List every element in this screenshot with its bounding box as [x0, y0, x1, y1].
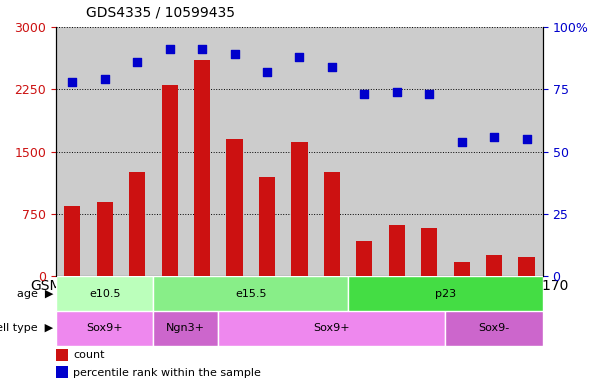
Bar [227, 139, 242, 276]
Bar [121, 27, 153, 276]
Text: Sox9+: Sox9+ [86, 323, 123, 333]
Text: GDS4335 / 10599435: GDS4335 / 10599435 [86, 5, 235, 19]
Bar [153, 311, 218, 346]
Bar [194, 60, 210, 276]
Point [165, 46, 175, 53]
Point [230, 51, 240, 58]
Bar [324, 172, 340, 276]
Text: e10.5: e10.5 [89, 289, 120, 299]
Bar [218, 311, 445, 346]
Bar [162, 85, 178, 276]
Text: Ngn3+: Ngn3+ [166, 323, 205, 333]
Text: e15.5: e15.5 [235, 289, 267, 299]
Bar [519, 257, 535, 276]
Bar [218, 27, 251, 276]
Point [457, 139, 466, 145]
Bar [348, 27, 381, 276]
Bar [348, 276, 543, 311]
Bar [421, 228, 437, 276]
Bar [56, 276, 153, 311]
Bar [56, 311, 153, 346]
Point [197, 46, 206, 53]
Bar [56, 27, 88, 276]
Bar [251, 27, 283, 276]
Bar [316, 27, 348, 276]
Text: Sox9-: Sox9- [478, 323, 510, 333]
Bar [283, 27, 316, 276]
Bar [56, 366, 68, 379]
Bar [129, 172, 145, 276]
Bar [381, 27, 413, 276]
Bar [64, 206, 80, 276]
Bar [510, 27, 543, 276]
Bar [56, 349, 68, 361]
Bar [389, 225, 405, 276]
Point [490, 134, 499, 140]
Point [327, 64, 336, 70]
Point [294, 54, 304, 60]
Point [359, 91, 369, 98]
Text: count: count [73, 350, 104, 360]
Point [425, 91, 434, 98]
Point [262, 69, 271, 75]
Bar [291, 142, 307, 276]
Bar [445, 27, 478, 276]
Point [100, 76, 110, 83]
Bar [186, 27, 218, 276]
Bar [478, 27, 510, 276]
Text: p23: p23 [435, 289, 456, 299]
Bar [445, 311, 543, 346]
Text: Sox9+: Sox9+ [313, 323, 350, 333]
Bar [356, 241, 372, 276]
Text: cell type  ▶: cell type ▶ [0, 323, 53, 333]
Bar [97, 202, 113, 276]
Point [522, 136, 532, 142]
Point [132, 59, 142, 65]
Bar [153, 27, 186, 276]
Bar [88, 27, 121, 276]
Text: age  ▶: age ▶ [17, 289, 53, 299]
Bar [153, 276, 348, 311]
Bar [454, 262, 470, 276]
Bar [259, 177, 275, 276]
Bar [413, 27, 445, 276]
Text: percentile rank within the sample: percentile rank within the sample [73, 367, 261, 377]
Point [67, 79, 77, 85]
Bar [486, 255, 502, 276]
Point [392, 89, 401, 95]
